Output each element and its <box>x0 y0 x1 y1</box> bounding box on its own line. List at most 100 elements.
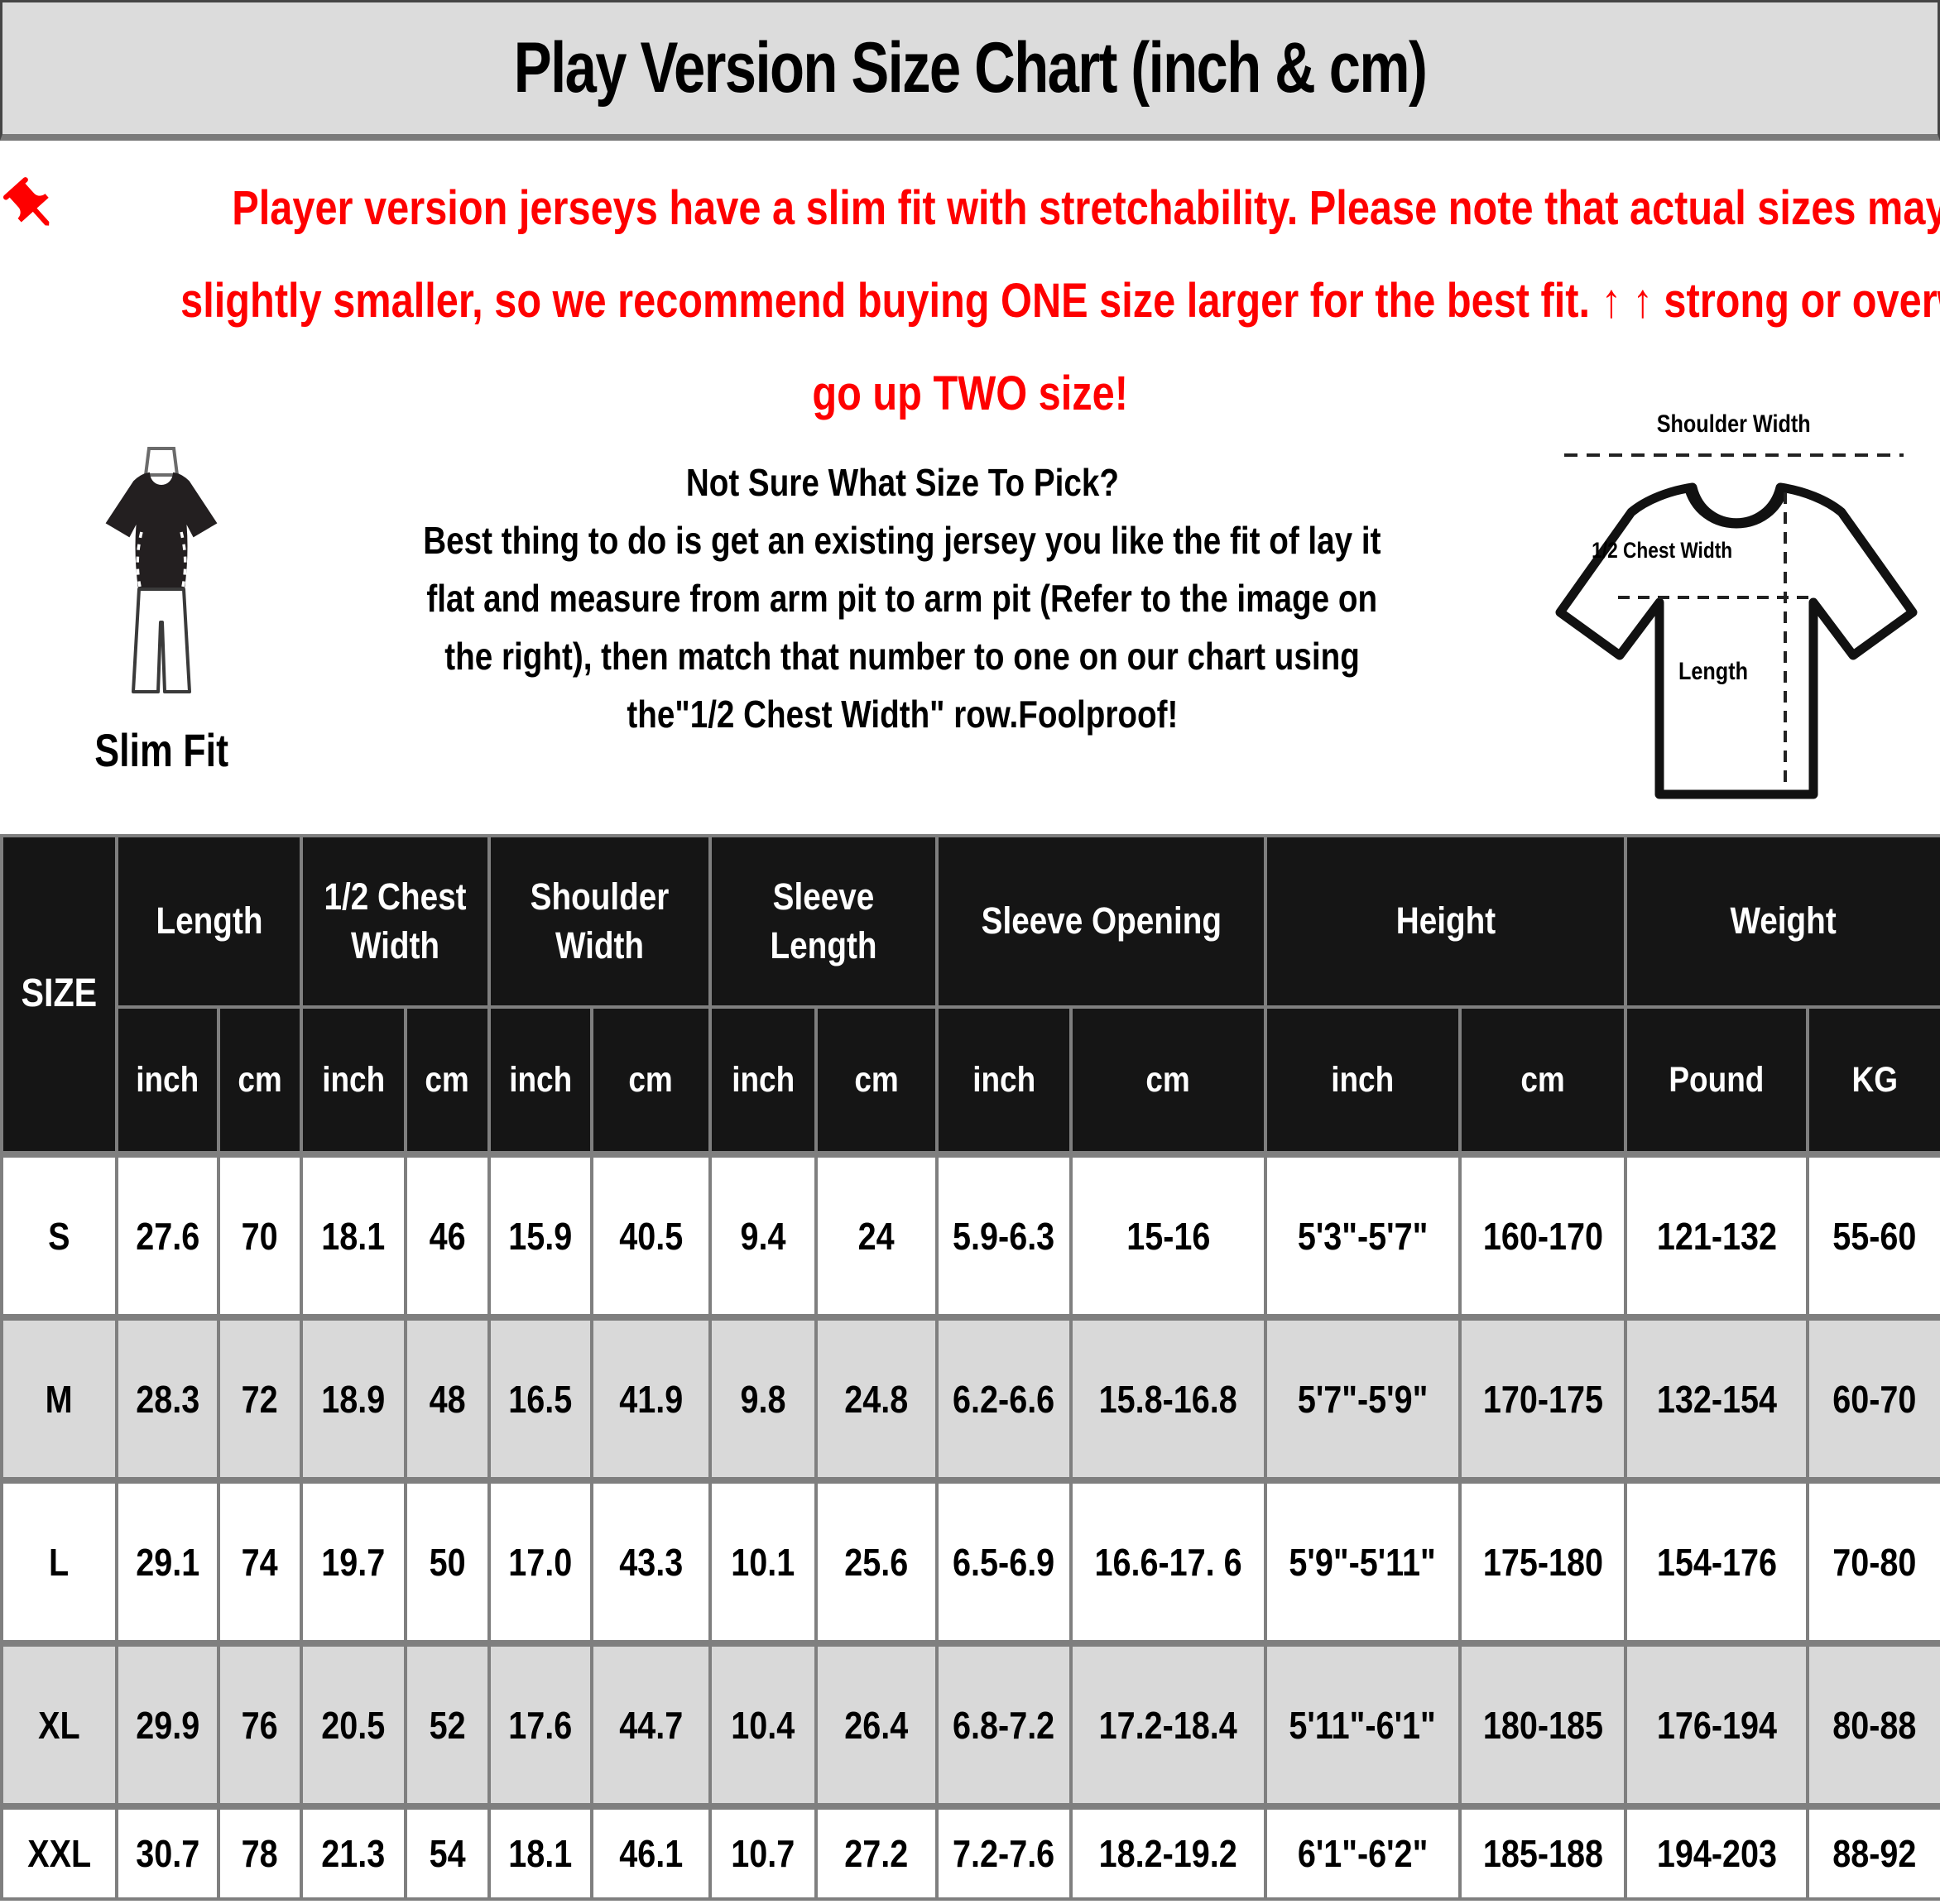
guide-line-text-2: flat and measure from arm pit to arm pit… <box>426 577 1378 620</box>
value-cell: 78 <box>217 1803 303 1901</box>
size-cell: XXL <box>0 1803 118 1901</box>
value-cell: 20.5 <box>300 1640 407 1808</box>
unit-header: Pound <box>1624 1005 1810 1156</box>
unit-header: inch <box>300 1005 407 1156</box>
value-cell: 6.2-6.6 <box>935 1314 1073 1482</box>
value-cell: 55-60 <box>1806 1151 1940 1319</box>
value-cell: 17.2-18.4 <box>1069 1640 1268 1808</box>
value-cell: 10.4 <box>708 1640 819 1808</box>
value-cell: 17.6 <box>487 1640 594 1808</box>
size-cell: M <box>0 1314 118 1482</box>
value-cell: 5'11"-6'1" <box>1264 1640 1462 1808</box>
value-cell: 18.9 <box>300 1314 407 1482</box>
value-cell: 46.1 <box>590 1803 713 1901</box>
value-cell: 48 <box>403 1314 492 1482</box>
value-cell: 5'9"-5'11" <box>1264 1477 1462 1645</box>
measurement-diagram: Shoulder Width 1/2 Chest Width Length <box>1535 407 1933 825</box>
notice-line-3: go up TWO size! <box>0 348 1940 440</box>
value-cell: 6.5-6.9 <box>935 1477 1073 1645</box>
value-cell: 88-92 <box>1806 1803 1940 1901</box>
guide-line: the right), then match that number to on… <box>281 627 1523 685</box>
table-row-xl: XL 29.9 76 20.5 52 17.6 44.7 10.4 26.4 6… <box>0 1640 1940 1808</box>
slim-fit-shirt-icon <box>91 447 232 711</box>
value-cell: 5'7"-5'9" <box>1264 1314 1462 1482</box>
unit-header: cm <box>403 1005 492 1156</box>
value-cell: 27.6 <box>115 1151 220 1319</box>
unit-header: cm <box>814 1005 939 1156</box>
shoulder-width-label: Shoulder Width <box>1657 410 1811 438</box>
table-row-m: M 28.3 72 18.9 48 16.5 41.9 9.8 24.8 6.2… <box>0 1314 1940 1482</box>
value-cell: 52 <box>403 1640 492 1808</box>
value-cell: 132-154 <box>1624 1314 1810 1482</box>
value-cell: 175-180 <box>1458 1477 1628 1645</box>
length-label: Length <box>1678 658 1748 685</box>
value-cell: 170-175 <box>1458 1314 1628 1482</box>
guide-line: flat and measure from arm pit to arm pit… <box>281 569 1523 627</box>
shoulder-width-label-wrap: Shoulder Width <box>1535 410 1933 439</box>
slim-fit-label: Slim Fit <box>94 724 228 776</box>
unit-header: inch <box>487 1005 594 1156</box>
guide-line-text-4: the"1/2 Chest Width" row.Foolproof! <box>627 693 1178 736</box>
unit-header: KG <box>1806 1005 1940 1156</box>
unit-header: cm <box>1069 1005 1268 1156</box>
value-cell: 194-203 <box>1624 1803 1810 1901</box>
value-cell: 46 <box>403 1151 492 1319</box>
value-cell: 74 <box>217 1477 303 1645</box>
value-cell: 72 <box>217 1314 303 1482</box>
pushpin-icon <box>0 175 63 237</box>
guide-line: Best thing to do is get an existing jers… <box>281 511 1523 569</box>
value-cell: 24 <box>814 1151 939 1319</box>
size-table: SIZE Length 1/2 Chest Width Shoulder Wid… <box>0 834 1940 1901</box>
value-cell: 18.1 <box>300 1151 407 1319</box>
value-cell: 76 <box>217 1640 303 1808</box>
size-cell: XL <box>0 1640 118 1808</box>
slim-fit-label-wrap: Slim Fit <box>46 723 277 777</box>
value-cell: 9.8 <box>708 1314 819 1482</box>
value-cell: 5.9-6.3 <box>935 1151 1073 1319</box>
group-header-weight: Weight <box>1624 834 1940 1009</box>
value-cell: 176-194 <box>1624 1640 1810 1808</box>
page-title: Play Version Size Chart (inch & cm) <box>513 28 1428 108</box>
value-cell: 9.4 <box>708 1151 819 1319</box>
unit-header: cm <box>590 1005 713 1156</box>
value-cell: 19.7 <box>300 1477 407 1645</box>
guide-heading-text: Not Sure What Size To Pick? <box>685 461 1119 504</box>
value-cell: 24.8 <box>814 1314 939 1482</box>
value-cell: 121-132 <box>1624 1151 1810 1319</box>
value-cell: 43.3 <box>590 1477 713 1645</box>
guide-line-text-3: the right), then match that number to on… <box>444 635 1360 678</box>
group-header-height: Height <box>1264 834 1628 1009</box>
value-cell: 27.2 <box>814 1803 939 1901</box>
length-label-wrap: Length <box>1647 658 1779 686</box>
value-cell: 180-185 <box>1458 1640 1628 1808</box>
value-cell: 40.5 <box>590 1151 713 1319</box>
table-group-header-row: SIZE Length 1/2 Chest Width Shoulder Wid… <box>0 834 1940 1156</box>
table-row-s: S 27.6 70 18.1 46 15.9 40.5 9.4 24 5.9-6… <box>0 1151 1940 1319</box>
value-cell: 16.6-17. 6 <box>1069 1477 1268 1645</box>
unit-header: cm <box>1458 1005 1628 1156</box>
table-unit-header-row: inch cm inch cm inch cm inch cm inch cm … <box>2 1005 1940 1156</box>
value-cell: 44.7 <box>590 1640 713 1808</box>
value-cell: 25.6 <box>814 1477 939 1645</box>
value-cell: 80-88 <box>1806 1640 1940 1808</box>
value-cell: 154-176 <box>1624 1477 1810 1645</box>
table-row-xxl: XXL 30.7 78 21.3 54 18.1 46.1 10.7 27.2 … <box>0 1803 1940 1901</box>
value-cell: 10.7 <box>708 1803 819 1901</box>
unit-header: inch <box>115 1005 220 1156</box>
value-cell: 5'3"-5'7" <box>1264 1151 1462 1319</box>
value-cell: 50 <box>403 1477 492 1645</box>
value-cell: 17.0 <box>487 1477 594 1645</box>
title-bar: Play Version Size Chart (inch & cm) <box>0 0 1940 141</box>
notice-line-2: slightly smaller, so we recommend buying… <box>0 255 1940 348</box>
value-cell: 160-170 <box>1458 1151 1628 1319</box>
value-cell: 29.1 <box>115 1477 220 1645</box>
group-header-sleeve-opening: Sleeve Opening <box>935 834 1268 1009</box>
fit-notice: Player version jerseys have a slim fit w… <box>0 162 1940 440</box>
value-cell: 28.3 <box>115 1314 220 1482</box>
value-cell: 26.4 <box>814 1640 939 1808</box>
value-cell: 6.8-7.2 <box>935 1640 1073 1808</box>
value-cell: 70 <box>217 1151 303 1319</box>
guide-line-text-1: Best thing to do is get an existing jers… <box>423 519 1381 562</box>
notice-line-1: Player version jerseys have a slim fit w… <box>0 162 1940 255</box>
group-header-length: Length <box>115 834 303 1009</box>
